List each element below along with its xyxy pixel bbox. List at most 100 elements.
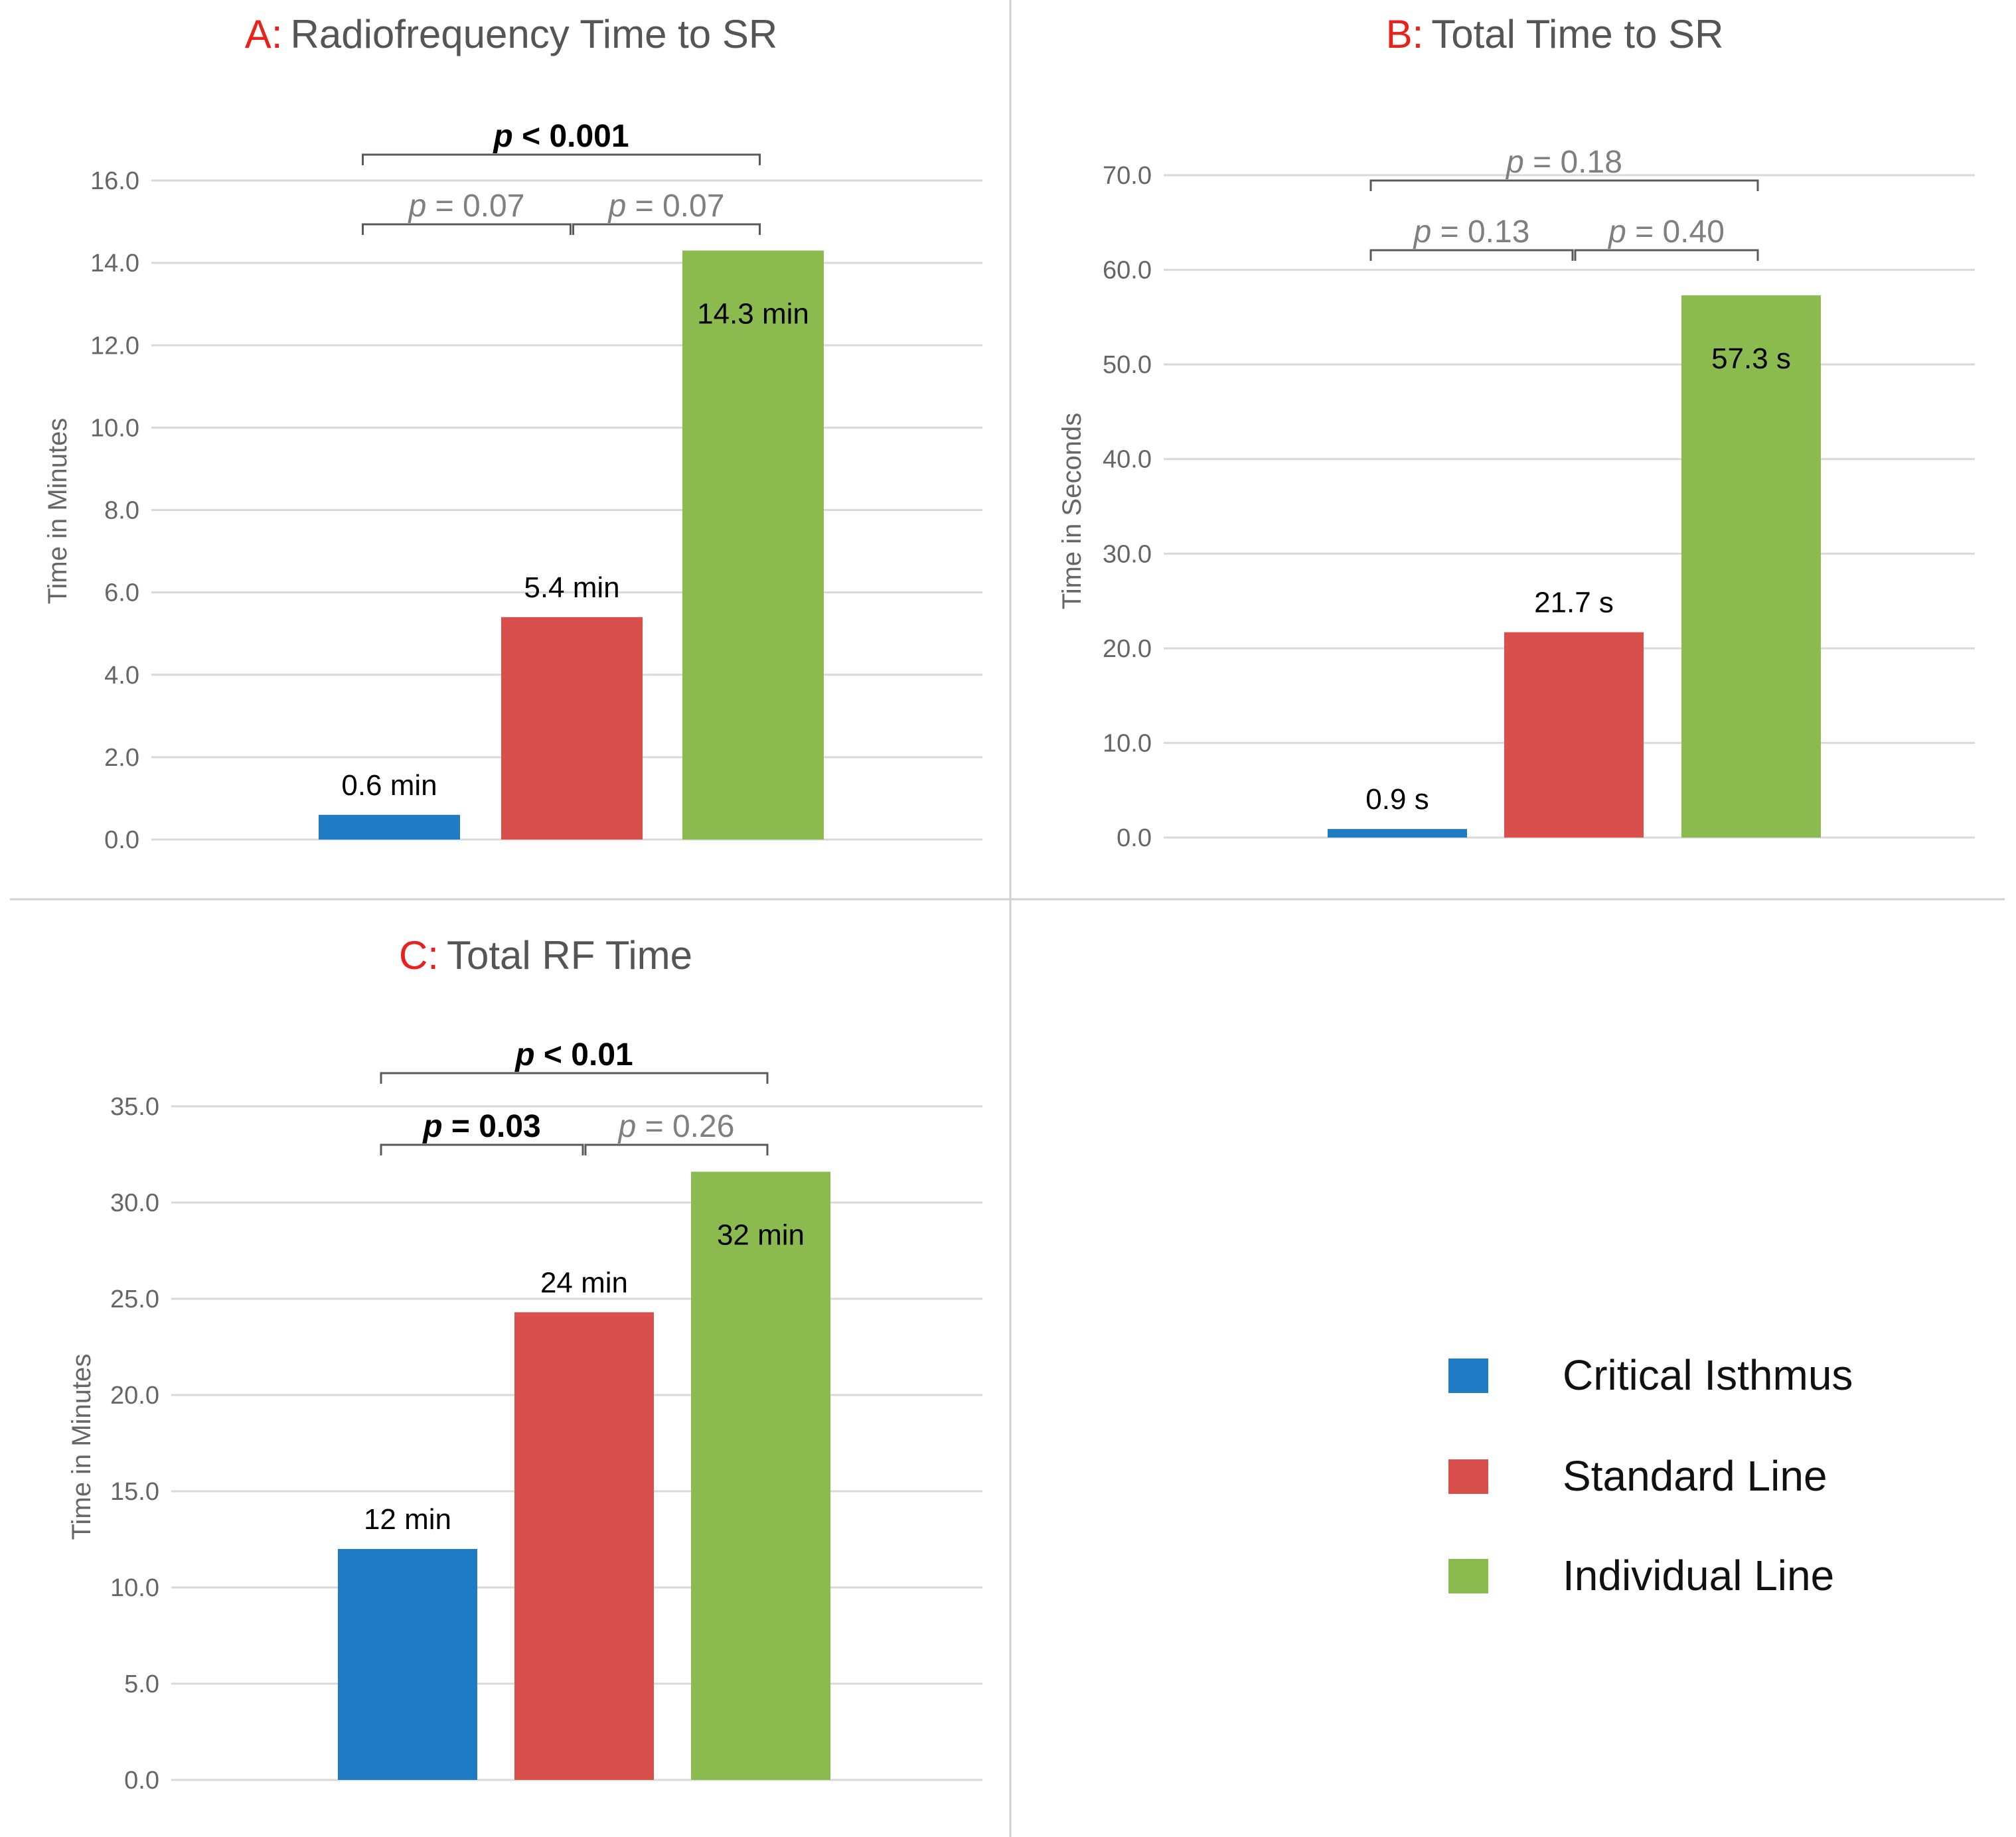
y-tick-label: 15.0 — [110, 1478, 159, 1506]
y-tick-label: 0.0 — [124, 1767, 159, 1795]
p-value-text: < 0.001 — [513, 119, 629, 154]
panel-letter: C: — [399, 933, 439, 978]
y-tick-label: 0.0 — [104, 826, 139, 854]
significance-bracket — [584, 1143, 769, 1155]
p-value-label: p = 0.07 — [607, 188, 725, 224]
p-value-text: = 0.03 — [443, 1109, 541, 1144]
p-value-text: < 0.01 — [535, 1037, 633, 1072]
p-value-text: = 0.26 — [636, 1109, 734, 1144]
y-tick-label: 4.0 — [104, 662, 139, 690]
p-value-text: = 0.40 — [1626, 214, 1725, 250]
y-tick-label: 6.0 — [104, 579, 139, 607]
legend-swatch-critical — [1448, 1359, 1488, 1393]
y-axis-label: Time in Minutes — [67, 1354, 96, 1540]
panel-title: A: Radiofrequency Time to SR — [245, 12, 777, 56]
p-symbol: p — [514, 1037, 534, 1072]
bar-standard — [501, 617, 643, 840]
bar-critical — [319, 814, 460, 840]
bar-value-label: 12 min — [364, 1503, 451, 1536]
y-tick-label: 30.0 — [110, 1189, 159, 1217]
p-symbol: p — [617, 1109, 637, 1144]
bar-value-label: 0.9 s — [1365, 783, 1429, 816]
bar-standard — [1504, 632, 1644, 838]
panel-title-text: Total RF Time — [447, 933, 692, 978]
bar-individual — [1681, 295, 1821, 838]
p-value-label: p = 0.26 — [617, 1109, 735, 1144]
p-value-label: p = 0.13 — [1413, 214, 1530, 250]
y-tick-label: 20.0 — [110, 1382, 159, 1410]
panel-title: B: Total Time to SR — [1386, 12, 1724, 56]
p-symbol: p — [1505, 145, 1524, 180]
panel-title-text: Total Time to SR — [1431, 12, 1723, 56]
p-value-text: = 0.18 — [1524, 145, 1622, 180]
bar-value-label: 32 min — [717, 1219, 805, 1252]
y-tick-label: 12.0 — [90, 332, 139, 360]
significance-bracket — [362, 223, 572, 235]
bar-value-label: 24 min — [540, 1266, 628, 1299]
p-value-text: = 0.07 — [426, 188, 524, 224]
bar-value-label: 14.3 min — [697, 298, 809, 331]
p-symbol: p — [1607, 214, 1626, 250]
legend-label: Critical Isthmus — [1563, 1351, 1853, 1399]
legend-label: Standard Line — [1563, 1452, 1827, 1500]
bar-value-label: 57.3 s — [1711, 342, 1791, 375]
p-symbol: p — [492, 119, 512, 154]
p-value-label: p = 0.40 — [1607, 214, 1725, 250]
panel-b: B: Total Time to SR 0.0 10.0 20.0 30.0 40.0 50.… — [1057, 12, 1975, 852]
y-axis-label: Time in Minutes — [43, 418, 72, 605]
y-tick-label: 70.0 — [1103, 162, 1152, 190]
y-tick-label: 14.0 — [90, 250, 139, 277]
panel-letter: A: — [245, 12, 283, 56]
legend-swatch-standard — [1448, 1459, 1488, 1494]
significance-bracket — [1369, 249, 1574, 261]
y-tick-label: 25.0 — [110, 1286, 159, 1313]
bar-individual — [682, 250, 824, 840]
y-tick-label: 10.0 — [1103, 729, 1152, 757]
bar-critical — [1328, 829, 1467, 838]
y-axis-label: Time in Seconds — [1057, 413, 1087, 609]
y-tick-label: 0.0 — [1117, 824, 1152, 852]
significance-bracket — [1369, 179, 1759, 191]
p-value-label: p = 0.07 — [408, 188, 525, 224]
legend: Critical Isthmus Standard Line Individual … — [1448, 1351, 1853, 1599]
y-tick-label: 40.0 — [1103, 446, 1152, 474]
y-tick-label: 30.0 — [1103, 540, 1152, 568]
y-tick-label: 10.0 — [110, 1574, 159, 1602]
bar-value-label: 0.6 min — [341, 769, 437, 802]
p-value-text: = 0.07 — [626, 188, 724, 224]
y-tick-label: 5.0 — [124, 1670, 159, 1698]
p-value-label: p = 0.03 — [422, 1109, 540, 1144]
legend-swatch-individual — [1448, 1559, 1488, 1593]
panel-a: A: Radiofrequency Time to SR 0.0 2.0 4.0 6.0 8… — [43, 12, 982, 854]
bar-value-label: 5.4 min — [524, 571, 619, 604]
legend-label: Individual Line — [1563, 1552, 1834, 1599]
y-tick-label: 60.0 — [1103, 257, 1152, 285]
p-value-label: p < 0.001 — [492, 119, 629, 154]
significance-bracket — [1574, 249, 1759, 261]
p-value-text: = 0.13 — [1431, 214, 1529, 250]
y-tick-label: 16.0 — [90, 167, 139, 195]
significance-bracket — [380, 1143, 584, 1155]
significance-bracket — [362, 153, 761, 165]
y-tick-label: 35.0 — [110, 1093, 159, 1121]
y-tick-label: 8.0 — [104, 497, 139, 525]
significance-bracket — [380, 1072, 769, 1084]
y-tick-label: 20.0 — [1103, 635, 1152, 663]
bar-value-label: 21.7 s — [1534, 587, 1614, 619]
p-symbol: p — [408, 188, 427, 224]
y-tick-label: 10.0 — [90, 414, 139, 442]
panel-title: C: Total RF Time — [399, 933, 692, 978]
bar-standard — [514, 1312, 654, 1780]
p-value-label: p < 0.01 — [514, 1037, 633, 1072]
panel-c: C: Total RF Time 0.0 5.0 10.0 15.0 20.0 25.0 30.… — [67, 933, 982, 1795]
p-value-label: p = 0.18 — [1505, 145, 1622, 180]
y-tick-label: 2.0 — [104, 744, 139, 772]
y-tick-label: 50.0 — [1103, 351, 1152, 379]
bar-critical — [338, 1549, 477, 1780]
p-symbol: p — [1413, 214, 1432, 250]
significance-bracket — [572, 223, 761, 235]
panel-letter: B: — [1386, 12, 1424, 56]
panel-title-text: Radiofrequency Time to SR — [291, 12, 778, 56]
p-symbol: p — [422, 1109, 442, 1144]
